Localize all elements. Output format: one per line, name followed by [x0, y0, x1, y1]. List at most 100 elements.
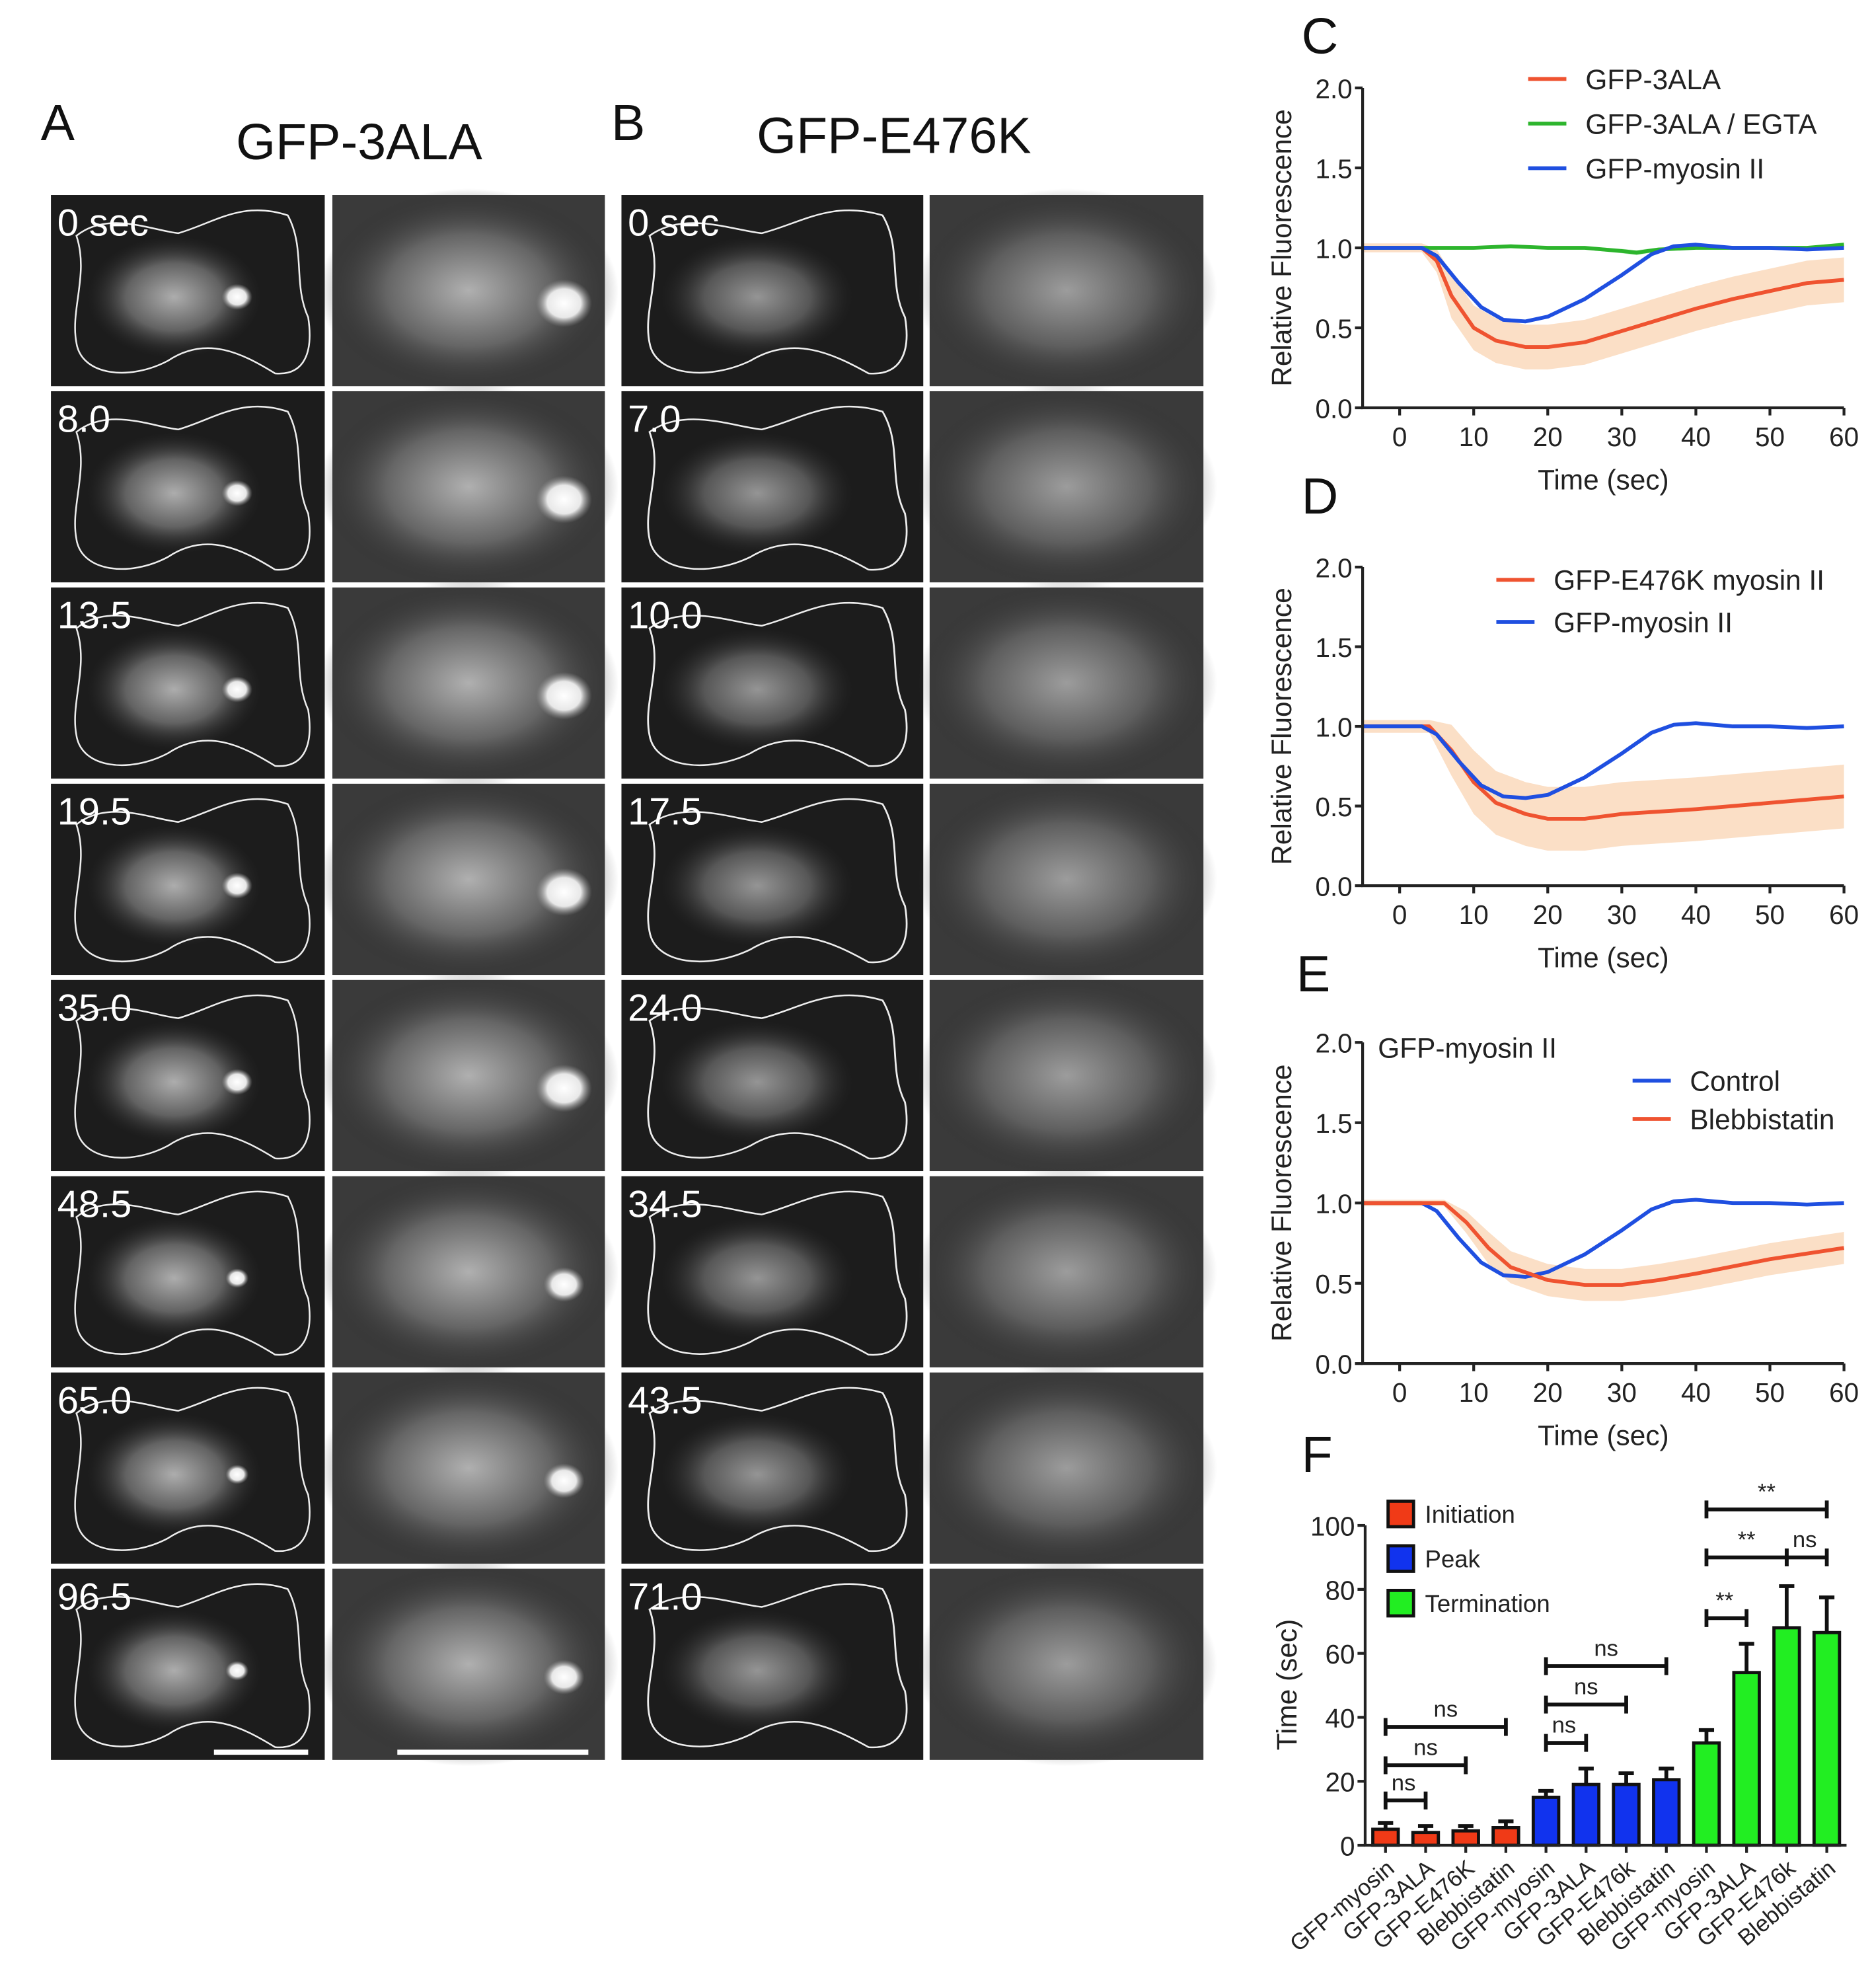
legend-label: Termination: [1425, 1590, 1550, 1617]
cell-outline: [647, 209, 908, 375]
bright-spot: [225, 1465, 249, 1484]
time-label: 17.5: [628, 791, 702, 833]
significance-label: **: [1738, 1527, 1756, 1552]
b-tile-r6-c1: 34.5: [621, 1176, 924, 1367]
panel-label-e: E: [1296, 946, 1330, 1003]
b-tile-r7-c1: 43.5: [621, 1372, 924, 1564]
bright-spot: [225, 1268, 249, 1288]
y-tick-label: 2.0: [1315, 73, 1352, 104]
a-tile-r7-c1: 65.0: [51, 1372, 325, 1564]
time-label: 10.0: [628, 595, 702, 637]
y-tick-label: 0.0: [1315, 872, 1352, 902]
b-tile-r3-c2: [916, 581, 1217, 785]
x-tick-label: 40: [1681, 1377, 1711, 1408]
fluorescence-signal: [318, 581, 619, 785]
bright-spot: [543, 1267, 585, 1302]
x-tick-label: 0: [1392, 1377, 1407, 1408]
y-tick-label: 80: [1326, 1575, 1355, 1605]
a-tile-r6-c2: [318, 1170, 619, 1374]
fluorescence-signal: [660, 628, 854, 751]
bright-spot: [225, 1661, 249, 1681]
legend-swatch: [1386, 1588, 1415, 1618]
legend-label: Blebbistatin: [1690, 1104, 1834, 1135]
time-label: 0 sec: [57, 202, 149, 245]
bar-peak: [1612, 1782, 1641, 1847]
fluorescence-signal: [86, 824, 262, 947]
x-tick-label: 50: [1755, 1377, 1785, 1408]
a-tile-r5-c2: [318, 974, 619, 1178]
legend-label: Initiation: [1425, 1501, 1515, 1528]
time-label: 7.0: [628, 399, 681, 441]
x-tick-label: 0: [1392, 422, 1407, 452]
b-tile-r6-c2: [916, 1170, 1217, 1374]
bar-peak: [1531, 1796, 1561, 1847]
cell-outline: [647, 601, 908, 767]
series-line-blebbistatin: [1363, 1201, 1845, 1287]
y-tick-label: 0.0: [1315, 393, 1352, 424]
fluorescence-signal: [86, 432, 262, 554]
legend-label: GFP-E476K myosin II: [1554, 565, 1824, 596]
b-tile-r8-c2: [916, 1562, 1217, 1767]
fluorescence-signal: [86, 1609, 262, 1732]
x-tick-label: 40: [1681, 899, 1711, 930]
fluorescence-signal: [916, 974, 1217, 1178]
series-line-gfp-myosin-ii: [1363, 243, 1844, 324]
cell-outline: [647, 798, 908, 964]
a-tile-r4-c1: 19.5: [51, 783, 325, 975]
fluorescence-signal: [916, 581, 1217, 785]
legend-label: Peak: [1425, 1546, 1481, 1573]
fluorescence-signal: [660, 1217, 854, 1340]
bright-spot: [221, 872, 252, 899]
y-axis-label: Relative Fluorescence: [1266, 1064, 1297, 1342]
significance-label: ns: [1793, 1527, 1817, 1552]
y-tick-label: 1.5: [1315, 1108, 1352, 1139]
significance-label: ns: [1392, 1771, 1416, 1796]
x-axis-label: Time (sec): [1538, 1420, 1669, 1451]
bright-spot: [536, 279, 592, 327]
cell-outline: [74, 1387, 311, 1552]
panel-a-title: GFP-3ALA: [236, 114, 482, 171]
y-axis-label: Relative Fluorescence: [1266, 588, 1297, 865]
time-label: 48.5: [57, 1183, 132, 1225]
x-tick-label: 50: [1755, 422, 1785, 452]
y-axis-label: Time (sec): [1271, 1619, 1302, 1751]
chart-annotation: GFP-myosin II: [1378, 1032, 1557, 1063]
bar-peak: [1652, 1778, 1681, 1847]
legend-swatch: [1386, 1500, 1415, 1529]
cell-outline: [74, 798, 311, 964]
bright-spot: [543, 1463, 585, 1498]
a-tile-r2-c2: [318, 385, 619, 589]
b-tile-r4-c2: [916, 777, 1217, 981]
y-tick-label: 20: [1326, 1767, 1355, 1798]
a-tile-r1-c2: [318, 188, 619, 393]
a-tile-r1-c1: 0 sec: [51, 195, 325, 387]
x-tick-label: 30: [1607, 899, 1637, 930]
b-tile-r3-c1: 10.0: [621, 587, 924, 779]
legend-swatch: [1386, 1544, 1415, 1573]
y-tick-label: 1.5: [1315, 632, 1352, 663]
fluorescence-signal: [318, 1562, 619, 1767]
fluorescence-signal: [86, 1413, 262, 1536]
y-tick-label: 0.0: [1315, 1350, 1352, 1380]
cell-outline: [74, 994, 311, 1160]
time-label: 13.5: [57, 595, 132, 637]
error-band: [1363, 243, 1844, 369]
bar-termination: [1812, 1630, 1842, 1847]
error-band: [1363, 1200, 1844, 1301]
series-line-gfp-e476k-myosin-ii: [1363, 724, 1844, 821]
legend-label: GFP-3ALA / EGTA: [1585, 108, 1817, 139]
y-tick-label: 0.5: [1315, 792, 1352, 822]
series-line-gfp-myosin-ii: [1363, 721, 1844, 800]
b-tile-r1-c2: [916, 188, 1217, 393]
fluorescence-signal: [86, 235, 262, 358]
a-tile-r2-c1: 8.0: [51, 391, 325, 583]
b-tile-r1-c1: 0 sec: [621, 195, 924, 387]
b-tile-r5-c2: [916, 974, 1217, 1178]
y-tick-label: 1.0: [1315, 712, 1352, 742]
x-tick-label: 20: [1533, 1377, 1563, 1408]
cell-outline: [647, 994, 908, 1160]
chart-d: GFP-E476K myosin II GFP-myosin II 0.0 0.5 1.…: [1266, 553, 1859, 973]
bar-termination: [1692, 1741, 1721, 1847]
cell-outline: [74, 209, 311, 375]
